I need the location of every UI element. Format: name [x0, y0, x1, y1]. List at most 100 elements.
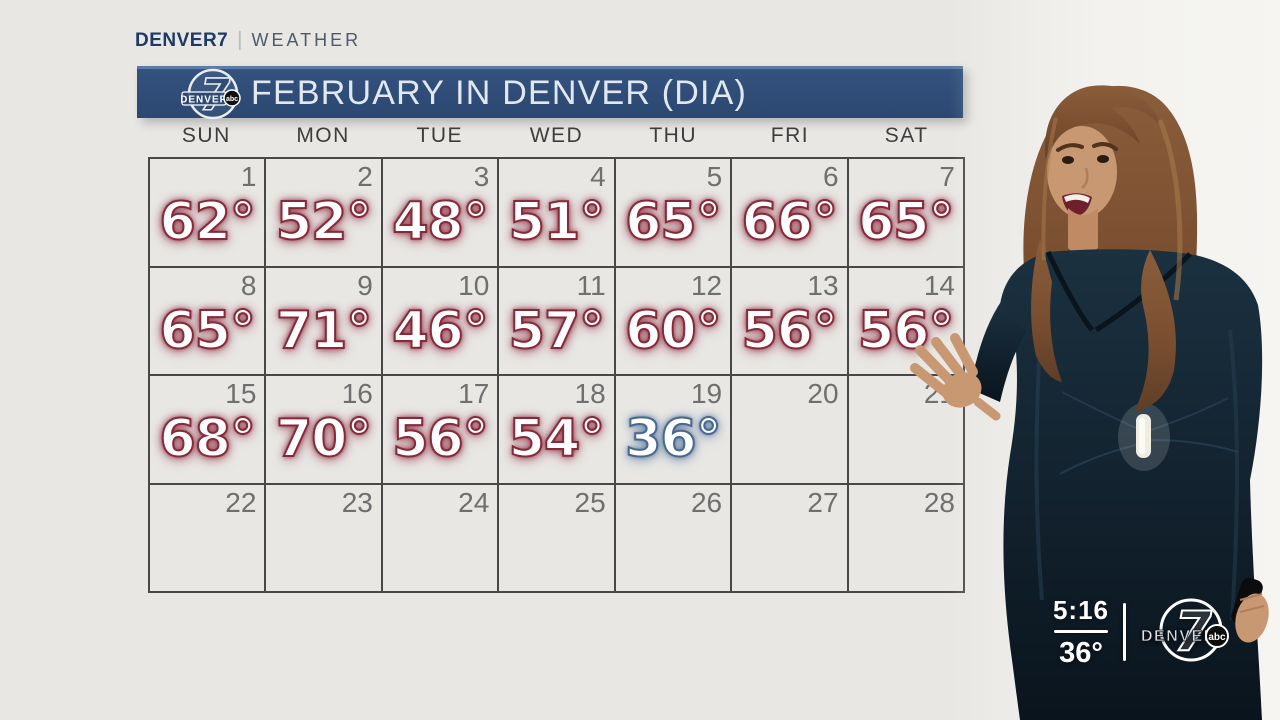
presenter-left-arm [968, 300, 1026, 402]
calendar-date: 24 [458, 486, 490, 518]
temperature-value: 65° [857, 191, 955, 253]
calendar-date: 4 [590, 161, 606, 192]
temperature-value: 65° [624, 191, 722, 253]
calendar-cell: 27 [732, 484, 847, 591]
weekday-sun: SUN [181, 124, 231, 147]
calendar-date: 26 [690, 486, 723, 518]
calendar-cell: 5 65° [615, 159, 731, 266]
hair-highlight [1157, 119, 1183, 301]
svg-text:abc: abc [226, 96, 238, 103]
denver7-logo-icon: 7 DENVER abc [181, 68, 241, 122]
time-temp-block: 5:16 36° [1052, 595, 1110, 670]
calendar-date: 27 [807, 486, 839, 518]
calendar-cell: 10 46° [382, 267, 498, 374]
calendar-cell: 18 54° [499, 376, 614, 483]
weekday-mon: MON [296, 124, 350, 147]
calendar-cell: 20 [732, 376, 847, 483]
dress-sheen [1034, 339, 1044, 601]
presenter-face [1047, 126, 1117, 218]
temperature-value: 62° [159, 191, 257, 253]
calendar-date: 3 [473, 161, 490, 192]
calendar-grid: 1 62° 2 52° 3 48° 4 51° 5 65° 6 66° 7 65… [148, 157, 965, 593]
temperature-value: 70° [275, 408, 373, 470]
calendar-cell: 12 60° [615, 267, 731, 374]
calendar-date: 13 [807, 269, 839, 301]
calendar-date: 7 [939, 161, 955, 192]
hair-front-right [1134, 250, 1176, 412]
brand-line: DENVER7 | WEATHER [135, 29, 361, 52]
temperature-value: 65° [159, 300, 257, 362]
temperature-value: 71° [275, 300, 373, 362]
calendar-cell: 23 [266, 484, 381, 591]
calendar-date: 11 [576, 269, 606, 301]
teeth [1064, 194, 1090, 203]
calendar-date: 2 [357, 161, 373, 192]
hair-top [1045, 85, 1162, 160]
calendar-cell: 26 [615, 484, 731, 591]
weekday-header-row: SUN MON TUE WED THU FRI SAT [148, 124, 965, 154]
calendar-date: 5 [706, 161, 723, 192]
calendar-date: 28 [923, 486, 955, 518]
weekday-tue: TUE [416, 124, 464, 147]
calendar-cell: 9 71° [266, 267, 381, 374]
calendar-date: 6 [822, 161, 839, 192]
calendar-cell: 8 65° [150, 267, 265, 374]
temperature-value: 60° [624, 300, 722, 362]
presenter-hair [1023, 85, 1198, 398]
current-temperature: 36° [1059, 636, 1103, 669]
svg-text:DENVER: DENVER [1141, 628, 1217, 645]
calendar-cell: 17 56° [382, 376, 498, 483]
calendar-date: 18 [574, 378, 606, 409]
weekday-sat: SAT [884, 124, 929, 147]
calendar-date: 23 [341, 486, 373, 518]
calendar-cell: 2 52° [266, 159, 381, 266]
temperature-value: 51° [508, 191, 606, 253]
temperature-value: 56° [741, 300, 839, 362]
svg-text:abc: abc [1208, 632, 1226, 643]
neckline-right [1094, 252, 1192, 333]
calendar-cell: 22 [150, 484, 265, 591]
temperature-value: 54° [508, 408, 606, 470]
weekday-thu: THU [649, 124, 698, 147]
brand-divider: | [237, 29, 243, 51]
calendar-cell: 21 [848, 376, 963, 483]
denver7-bug-logo-icon: 7 DENVER abc [1141, 598, 1229, 664]
weekday-fri: FRI [770, 124, 810, 147]
calendar-date: 9 [357, 269, 373, 301]
calendar-cell: 7 65° [848, 159, 963, 266]
temperature-value: 57° [508, 300, 606, 362]
calendar-date: 22 [225, 486, 257, 518]
temperature-value: 48° [391, 191, 489, 253]
hair-front-left [1031, 238, 1062, 382]
calendar-cell: 24 [382, 484, 498, 591]
calendar-cell: 4 51° [499, 159, 614, 266]
calendar-date: 10 [458, 269, 490, 301]
calendar-date: 12 [690, 269, 723, 301]
station-name: DENVER7 [135, 29, 229, 51]
remote-hand [1231, 577, 1269, 643]
calendar-cell: 16 70° [266, 376, 381, 483]
temperature-value: 46° [391, 300, 489, 362]
necklace-pendant [1077, 291, 1093, 305]
calendar-cell: 28 [848, 484, 963, 591]
calendar-date: 15 [225, 378, 257, 409]
right-eye [1097, 155, 1109, 163]
dress-sheen-right [1228, 329, 1239, 621]
calendar-cell: 11 57° [499, 267, 614, 374]
calendar-cell: 13 56° [732, 267, 847, 374]
title-bar: 7 DENVER abc FEBRUARY IN DENVER (DIA) [137, 66, 963, 122]
mouth [1062, 193, 1092, 216]
calendar-date: 16 [341, 378, 373, 409]
temperature-value: 56° [857, 300, 955, 362]
temperature-value: 36° [624, 408, 722, 470]
chest [1052, 252, 1112, 327]
calendar-date: 1 [240, 161, 257, 192]
calendar-cell: 15 68° [150, 376, 265, 483]
temperature-value: 66° [741, 191, 839, 253]
calendar-cell: 14 56° [848, 267, 963, 374]
left-eye [1062, 156, 1074, 164]
svg-text:DENVER: DENVER [181, 95, 228, 106]
neck [1068, 208, 1098, 255]
calendar-date: 19 [690, 378, 723, 409]
